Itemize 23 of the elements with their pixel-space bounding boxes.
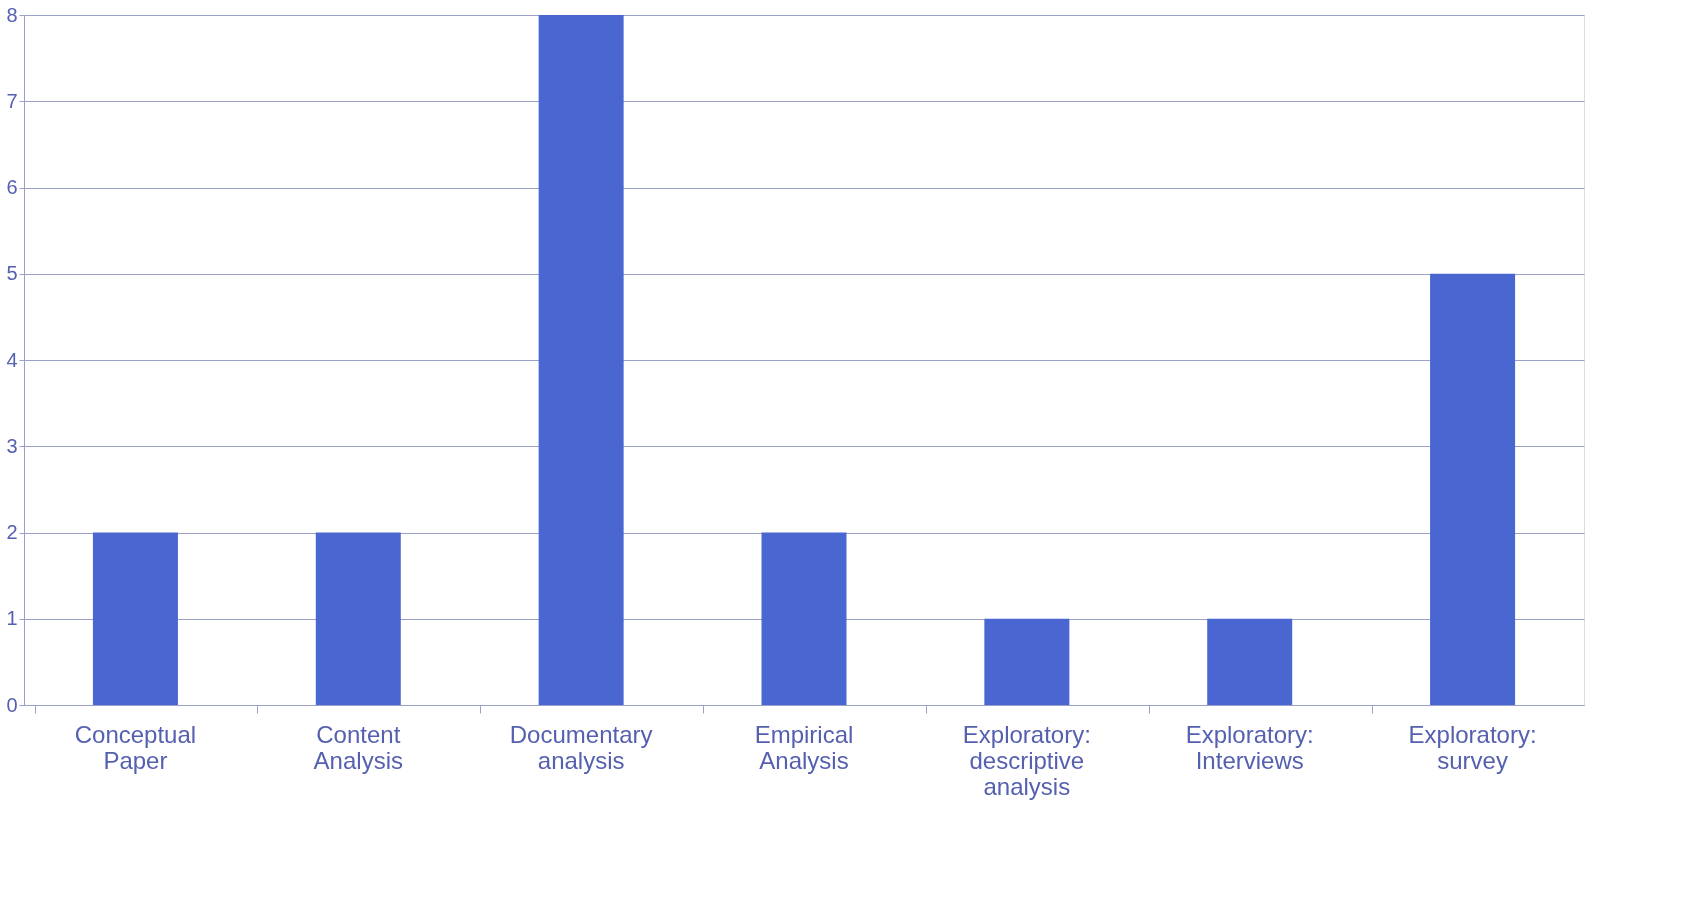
- x-tick-label: Documentary analysis: [509, 720, 653, 774]
- x-tick-label: Exploratory: Interviews: [1185, 720, 1314, 774]
- x-tick-label: Exploratory: descriptive analysis: [962, 720, 1091, 800]
- y-tick-label: 1: [6, 607, 18, 630]
- bar: [761, 532, 847, 705]
- y-tick-label: 8: [6, 3, 18, 26]
- y-tick-label: 4: [6, 348, 18, 371]
- x-tick-label: Empirical Analysis: [754, 720, 854, 774]
- y-tick-label: 7: [6, 89, 18, 112]
- bar: [1430, 273, 1516, 705]
- bar: [538, 15, 624, 705]
- x-tick-label: Conceptual Paper: [74, 720, 197, 774]
- bar: [984, 618, 1070, 705]
- y-tick-label: 6: [6, 176, 18, 198]
- y-tick-label: 5: [6, 262, 18, 285]
- bar: [92, 532, 178, 705]
- y-tick-label: 0: [6, 693, 18, 716]
- x-tick-label: Content Analysis: [313, 720, 403, 774]
- bar: [315, 532, 401, 705]
- bar: [1207, 618, 1293, 705]
- y-tick-label: 2: [6, 521, 18, 543]
- x-tick-label: Exploratory: survey: [1408, 720, 1537, 774]
- y-tick-label: 3: [6, 434, 18, 457]
